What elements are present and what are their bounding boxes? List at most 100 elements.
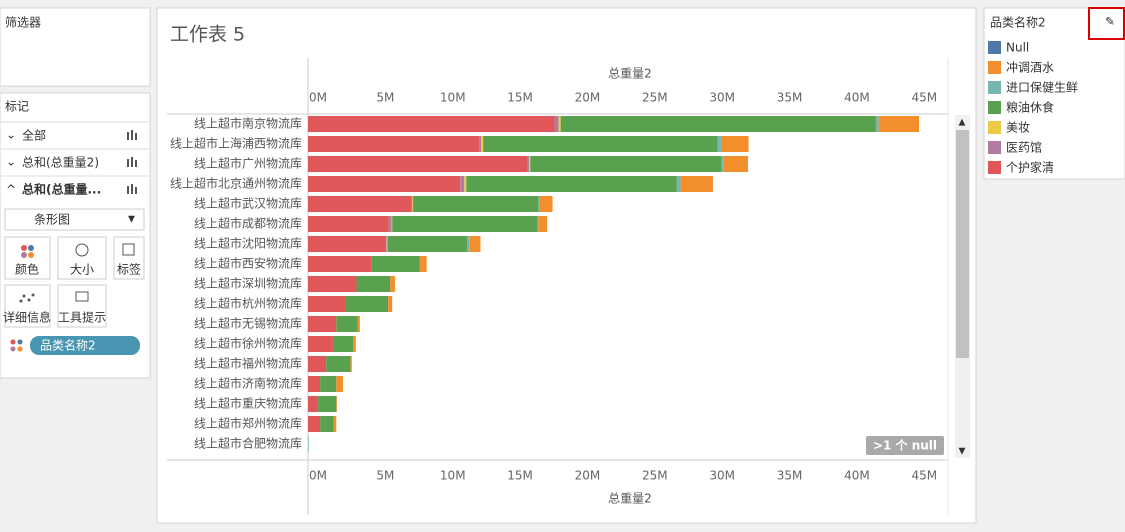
legend-swatch	[988, 141, 1001, 154]
x-tick-label: 35M	[777, 91, 803, 105]
null-indicator-text: >1 个 null	[873, 438, 937, 453]
scroll-down[interactable]: ▼	[959, 447, 966, 457]
bar-segment	[308, 396, 319, 412]
row-label: 线上超市郑州物流库	[194, 416, 302, 431]
legend-swatch	[988, 121, 1001, 134]
row-label: 线上超市徐州物流库	[194, 336, 302, 351]
x-tick-label: 25M	[642, 91, 668, 105]
mark-row[interactable]: 总和(总重量...	[22, 182, 101, 197]
x-axis-title: 总重量2	[608, 492, 652, 506]
button-label: 详细信息	[3, 310, 51, 325]
bar-segment	[411, 196, 413, 212]
button-label: 大小	[70, 263, 94, 277]
bar-segment	[356, 276, 391, 292]
sheet	[156, 7, 977, 524]
legend-swatch	[988, 161, 1001, 174]
bar-segment	[308, 436, 309, 452]
bar-segment	[466, 176, 677, 192]
x-tick-label: 40M	[844, 91, 870, 105]
bar-segment	[388, 216, 392, 232]
x-axis-title: 总重量2	[608, 67, 652, 81]
bar-segment	[391, 216, 393, 232]
row-label: 线上超市重庆物流库	[194, 396, 302, 411]
x-tick-label: 30M	[709, 469, 735, 483]
legend-label: 粮油休食	[1006, 100, 1054, 115]
row-label: 线上超市武汉物流库	[194, 196, 302, 211]
bar-segment	[308, 276, 357, 292]
bar-segment	[308, 156, 528, 172]
mark-row[interactable]: 全部	[22, 128, 46, 143]
bar-segment	[308, 416, 321, 432]
bar-segment	[481, 136, 484, 152]
mark-row[interactable]: 总和(总重量2)	[22, 156, 99, 170]
bar-segment	[676, 176, 681, 192]
row-label: 线上超市无锡物流库	[194, 316, 302, 331]
x-tick-label: 35M	[777, 469, 803, 483]
color-pill[interactable]	[30, 336, 140, 355]
row-label: 线上超市北京通州物流库	[170, 176, 302, 191]
x-tick-label: 0M	[309, 469, 327, 483]
x-tick-label: 20M	[575, 469, 601, 483]
x-tick-label: 15M	[507, 91, 533, 105]
legend-label: 美妆	[1006, 121, 1030, 135]
marks-card	[0, 92, 151, 379]
bar-segment	[527, 156, 529, 172]
bar-segment	[336, 396, 337, 412]
button-label: 标签	[117, 262, 141, 277]
bar-segment	[466, 236, 470, 252]
legend-swatch	[988, 41, 1001, 54]
x-tick-label: 45M	[912, 91, 938, 105]
bar-segment	[539, 196, 553, 212]
bar-segment	[537, 216, 539, 232]
null-indicator[interactable]	[866, 436, 944, 455]
bar-segment	[528, 156, 531, 172]
pill-label: 品类名称2	[40, 338, 96, 353]
legend-title: 品类名称2	[990, 15, 1046, 30]
legend-label: 进口保健生鲜	[1006, 81, 1078, 95]
detail-button[interactable]	[4, 284, 51, 328]
bar-segment	[483, 136, 718, 152]
legend-label: 医药馆	[1006, 140, 1042, 155]
filters-shelf[interactable]	[0, 7, 151, 87]
bar-segment	[318, 396, 337, 412]
x-tick-label: 30M	[709, 91, 735, 105]
bar-segment	[390, 276, 395, 292]
legend-label: 冲调酒水	[1006, 60, 1054, 75]
x-tick-label: 25M	[642, 469, 668, 483]
bar-segment	[538, 196, 540, 212]
bar-segment	[308, 256, 372, 272]
highlight-box	[1088, 7, 1125, 40]
chevron[interactable]: ^	[6, 183, 16, 197]
row-label: 线上超市深圳物流库	[194, 276, 302, 291]
bar-segment	[345, 296, 389, 312]
row-label: 线上超市广州物流库	[194, 156, 302, 171]
mark-type: 条形图	[34, 213, 70, 227]
edit-icon[interactable]: ✎	[1105, 15, 1115, 29]
scroll-up[interactable]: ▲	[959, 118, 966, 128]
scroll-thumb[interactable]	[956, 130, 969, 358]
mark-type-dropdown[interactable]	[4, 208, 145, 231]
bar-segment	[538, 216, 548, 232]
bar-icons	[127, 130, 137, 194]
bar-segment	[308, 296, 346, 312]
bar-segment	[469, 236, 481, 252]
bar-segment	[336, 316, 358, 332]
chevron[interactable]: ⌄	[6, 155, 16, 169]
bar-segment	[357, 316, 360, 332]
x-tick-label: 0M	[309, 91, 327, 105]
x-tick-label: 10M	[440, 469, 466, 483]
chevron[interactable]: ⌄	[6, 128, 16, 142]
bar-segment	[680, 176, 713, 192]
color-button[interactable]	[4, 236, 51, 280]
row-label: 线上超市成都物流库	[194, 216, 302, 231]
bar-segment	[554, 116, 559, 132]
bar-segment	[560, 116, 876, 132]
chart-title: 工作表 5	[170, 24, 245, 46]
row-label: 线上超市济南物流库	[194, 376, 302, 391]
x-tick-label: 20M	[575, 91, 601, 105]
row-label: 线上超市福州物流库	[194, 356, 302, 371]
dropdown-arrow: ▼	[128, 215, 135, 225]
bar-segment	[412, 196, 414, 212]
